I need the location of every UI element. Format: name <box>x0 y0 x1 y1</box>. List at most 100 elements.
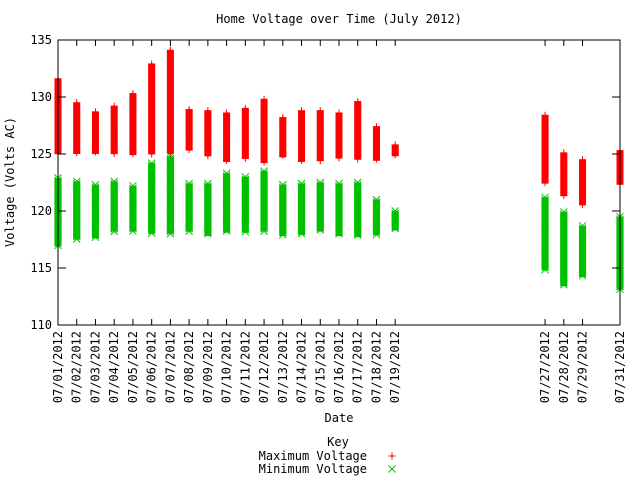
data-point <box>578 269 587 278</box>
data-column <box>147 159 156 237</box>
range-bar <box>166 156 174 234</box>
data-column <box>578 221 587 280</box>
data-column <box>204 179 212 238</box>
data-point <box>241 154 249 162</box>
y-tick-label: 130 <box>30 90 52 104</box>
data-column <box>110 177 119 236</box>
range-bar <box>204 183 212 237</box>
data-point <box>579 201 587 209</box>
data-point <box>335 154 343 162</box>
x-tick-label: 07/28/2012 <box>557 331 571 403</box>
data-point <box>353 228 362 237</box>
data-column <box>354 98 362 163</box>
data-column <box>316 178 325 234</box>
data-point <box>297 229 306 238</box>
data-point <box>147 226 156 235</box>
data-point <box>372 230 381 239</box>
chart-title: Home Voltage over Time (July 2012) <box>216 12 462 26</box>
data-point <box>166 149 174 157</box>
x-tick-label: 07/08/2012 <box>182 331 196 403</box>
data-point <box>391 151 399 159</box>
x-tick-label: 07/16/2012 <box>332 331 346 403</box>
data-column <box>222 169 231 235</box>
range-bar <box>541 197 549 271</box>
x-tick-label: 07/02/2012 <box>70 331 84 403</box>
data-point <box>391 222 400 230</box>
data-column <box>297 179 306 238</box>
data-point <box>279 151 287 159</box>
data-point <box>129 224 137 233</box>
y-tick-label: 110 <box>30 318 52 332</box>
data-column <box>73 99 81 157</box>
data-column <box>241 172 250 236</box>
x-tick-label: 07/31/2012 <box>613 331 627 403</box>
legend-label-minimum: Minimum Voltage <box>259 462 367 476</box>
series-minimum <box>54 152 624 294</box>
data-column <box>72 177 81 243</box>
y-tick-label: 125 <box>30 147 52 161</box>
data-point <box>204 152 212 160</box>
data-point <box>223 156 231 164</box>
x-tick-label: 07/07/2012 <box>163 331 177 403</box>
data-point <box>166 227 175 236</box>
axes: 110 115 120 125 130 135 07/01/2012 07/02/2012 07… <box>30 33 627 403</box>
data-point <box>185 224 193 233</box>
data-point <box>72 232 81 241</box>
data-column <box>391 207 400 233</box>
x-tick-label: 07/01/2012 <box>51 331 65 403</box>
data-point <box>91 148 99 156</box>
data-point <box>204 227 212 235</box>
data-column <box>560 149 568 199</box>
data-point <box>578 271 587 280</box>
x-tick-label: 07/14/2012 <box>295 331 309 403</box>
data-point <box>541 265 549 274</box>
data-point <box>129 150 137 158</box>
data-column <box>335 109 343 162</box>
y-axis-label: Voltage (Volts AC) <box>3 117 17 247</box>
data-point <box>166 229 175 238</box>
data-column <box>148 60 156 158</box>
x-tick-label: 07/09/2012 <box>201 331 215 403</box>
data-point <box>372 155 380 163</box>
legend-marker-minimum <box>388 465 396 473</box>
data-point <box>316 157 324 165</box>
data-column <box>185 106 193 154</box>
data-point <box>185 227 193 235</box>
data-point <box>148 150 156 158</box>
range-bar <box>73 181 81 240</box>
range-bar <box>91 184 99 239</box>
data-point <box>560 191 568 199</box>
data-point <box>241 225 250 234</box>
data-point <box>204 229 212 238</box>
y-tick-label: 120 <box>30 204 52 218</box>
x-axis-label: Date <box>325 411 354 425</box>
legend-label-maximum: Maximum Voltage <box>259 449 367 463</box>
data-column <box>559 208 568 289</box>
y-tick-label: 135 <box>30 33 52 47</box>
x-tick-label: 07/29/2012 <box>576 331 590 403</box>
x-tick-label: 07/04/2012 <box>107 331 121 403</box>
data-column <box>129 182 137 235</box>
data-column <box>91 108 99 156</box>
data-column <box>278 180 287 239</box>
data-point <box>72 235 81 243</box>
data-point <box>260 158 268 166</box>
data-point <box>559 278 568 286</box>
x-tick-label: 07/10/2012 <box>220 331 234 403</box>
data-column <box>372 195 381 239</box>
data-point <box>91 230 100 239</box>
range-bar <box>335 183 343 237</box>
legend-title: Key <box>327 435 349 449</box>
data-column <box>260 95 268 166</box>
data-column <box>204 107 212 160</box>
data-column <box>129 90 137 158</box>
x-tick-label: 07/15/2012 <box>313 331 327 403</box>
data-point <box>335 227 343 235</box>
data-column <box>541 193 549 274</box>
data-column <box>166 46 174 157</box>
data-point <box>185 146 193 154</box>
data-column <box>372 123 380 163</box>
data-point <box>260 227 268 235</box>
data-column <box>391 141 399 159</box>
data-point <box>222 224 231 233</box>
